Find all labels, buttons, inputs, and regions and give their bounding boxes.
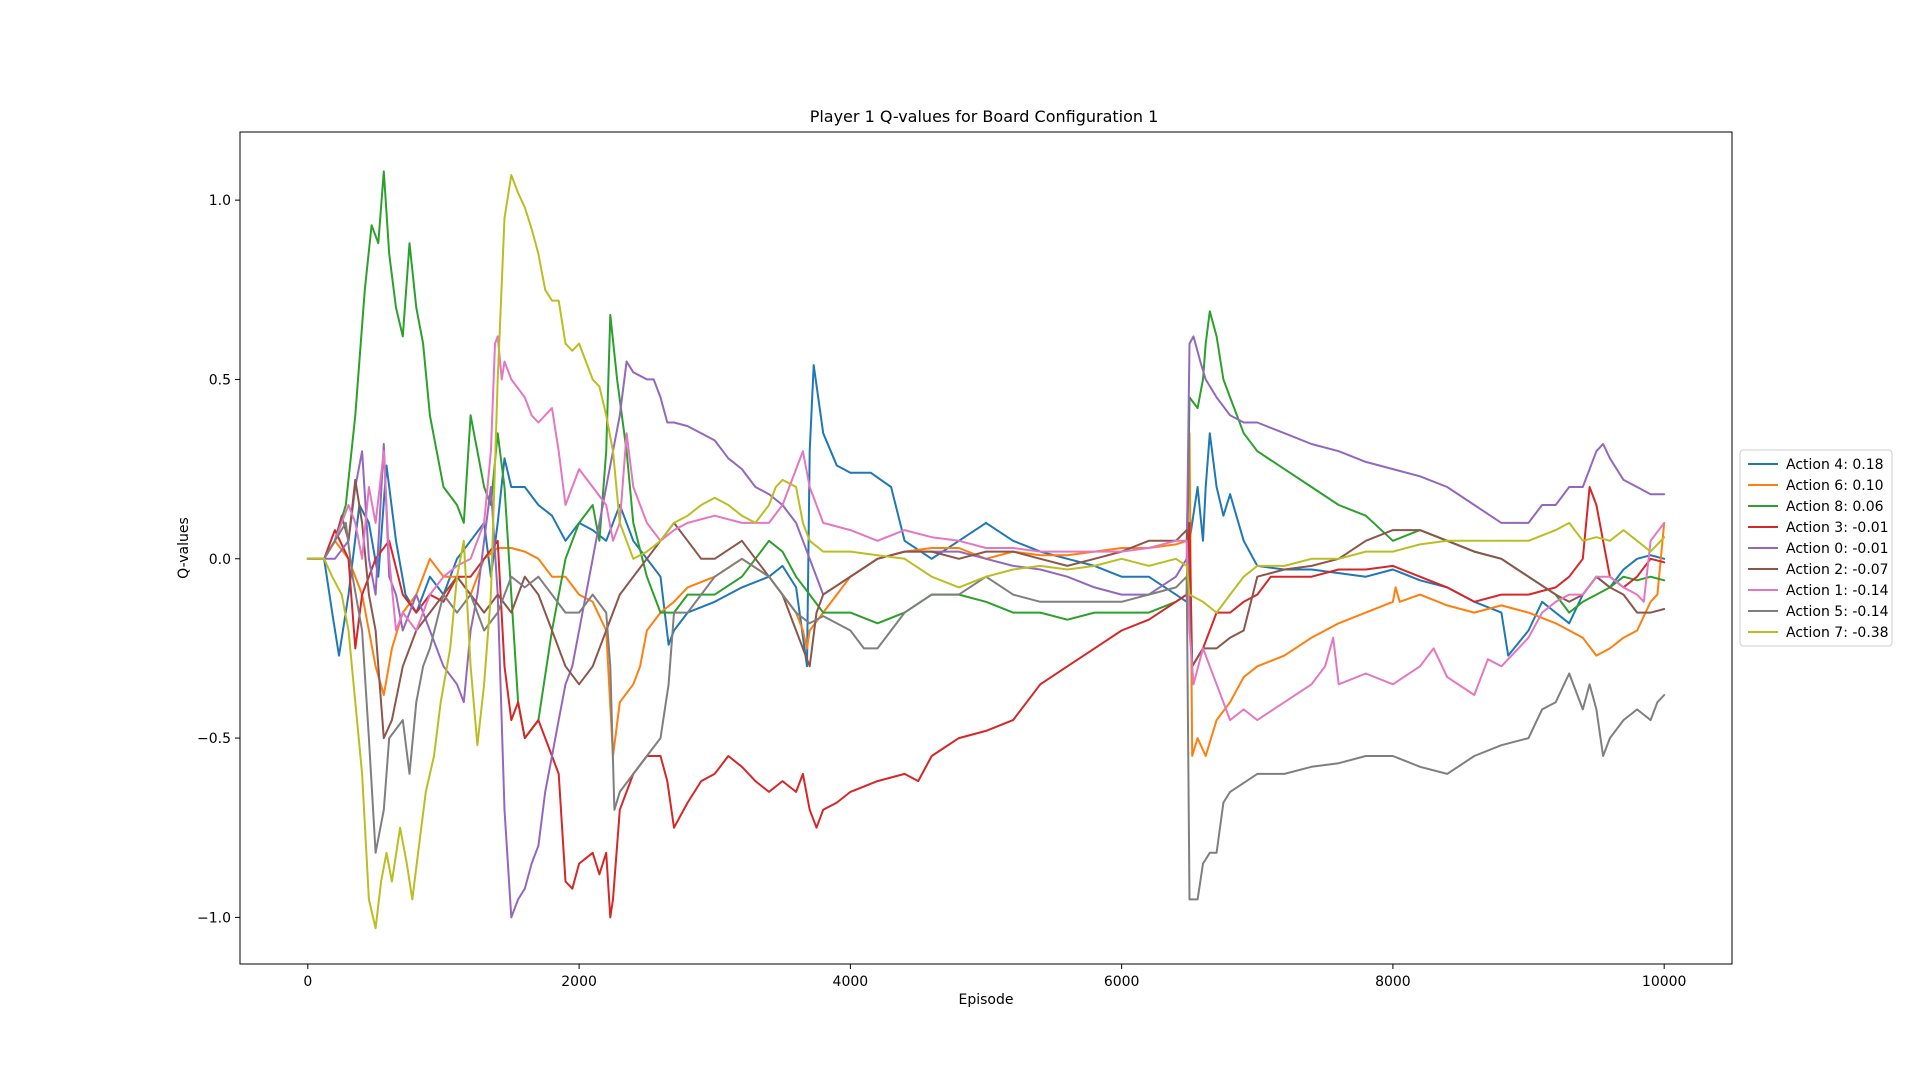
x-axis-label: Episode	[959, 992, 1014, 1008]
x-tick-label: 4000	[833, 974, 869, 990]
legend-label-5: Action 2: -0.07	[1786, 562, 1889, 578]
y-tick-label: −1.0	[197, 910, 231, 926]
legend-label-7: Action 5: -0.14	[1786, 604, 1889, 620]
series-line-8	[306, 174, 1666, 930]
legend-label-0: Action 4: 0.18	[1786, 457, 1884, 473]
y-axis: −1.0 −0.5 0.0 0.5 1.0	[197, 193, 240, 926]
legend-label-2: Action 8: 0.06	[1786, 499, 1884, 515]
series-line-0	[306, 364, 1666, 668]
plot-area	[239, 131, 1733, 965]
legend-label-8: Action 7: -0.38	[1786, 625, 1889, 641]
series-line-4	[306, 335, 1666, 919]
x-tick-label: 10000	[1642, 974, 1687, 990]
y-tick-label: −0.5	[197, 731, 231, 747]
plot-frame	[239, 131, 1733, 965]
legend-label-3: Action 3: -0.01	[1786, 520, 1889, 536]
legend: Action 4: 0.18 Action 6: 0.10 Action 8: 0.…	[1739, 449, 1893, 647]
legend-label-6: Action 1: -0.14	[1786, 583, 1889, 599]
y-tick-label: 0.5	[209, 372, 231, 388]
legend-frame	[1739, 449, 1893, 647]
chart-title: Player 1 Q-values for Board Configuratio…	[810, 107, 1159, 126]
series-line-5	[306, 478, 1666, 740]
series-line-7	[306, 521, 1666, 901]
x-tick-label: 8000	[1375, 974, 1411, 990]
x-tick-label: 2000	[561, 974, 597, 990]
series-line-6	[306, 335, 1666, 722]
legend-label-1: Action 6: 0.10	[1786, 478, 1884, 494]
x-tick-label: 6000	[1104, 974, 1140, 990]
y-tick-label: 0.0	[209, 552, 231, 568]
legend-label-4: Action 0: -0.01	[1786, 541, 1889, 557]
y-axis-label: Q-values	[176, 517, 192, 579]
series-line-1	[306, 432, 1666, 757]
y-tick-label: 1.0	[209, 193, 231, 209]
series-group	[306, 170, 1666, 930]
x-axis: 0 2000 4000 6000 8000 10000	[303, 964, 1686, 990]
x-tick-label: 0	[303, 974, 312, 990]
series-line-2	[306, 170, 1666, 740]
